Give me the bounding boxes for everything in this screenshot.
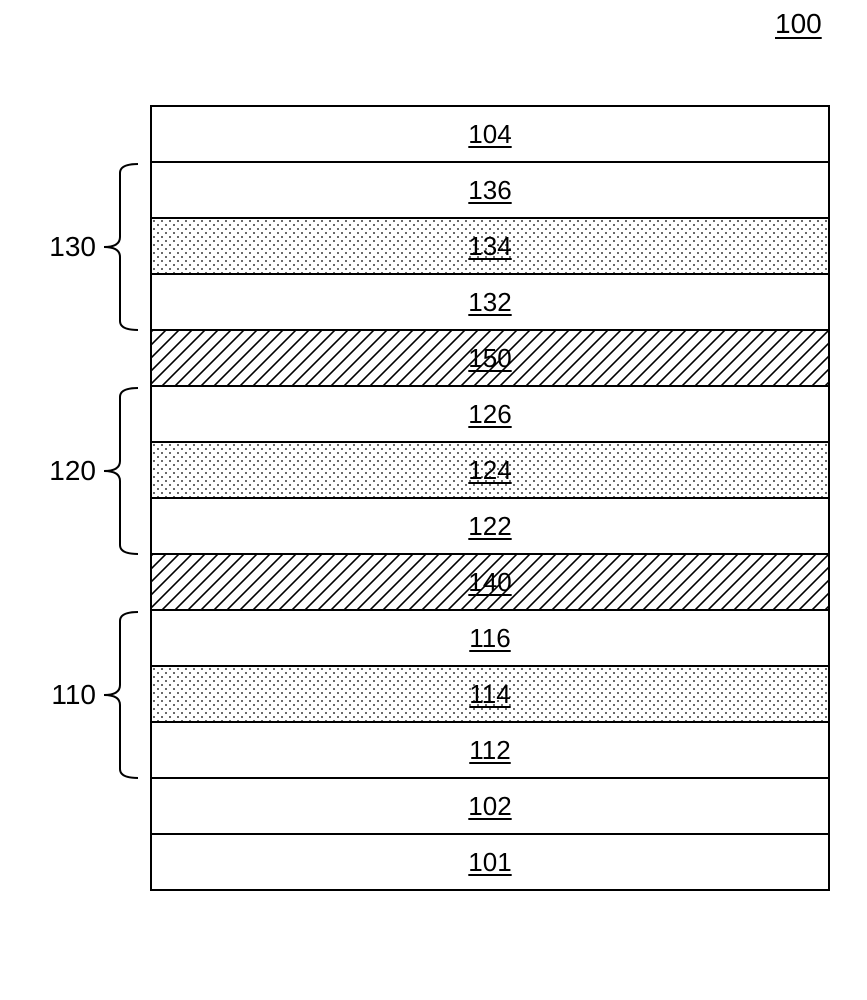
diagram-canvas: 100 104 136 134 132 150 126 124 122 140 116 114 112…	[0, 0, 867, 1000]
layer-label: 122	[468, 511, 511, 542]
layer-140: 140	[150, 555, 830, 611]
layer-132: 132	[150, 275, 830, 331]
layer-124: 124	[150, 443, 830, 499]
layer-101: 101	[150, 835, 830, 891]
layer-label: 112	[469, 735, 510, 766]
bracket-130: 130	[100, 163, 140, 331]
layer-label: 114	[469, 679, 510, 710]
bracket-110: 110	[100, 611, 140, 779]
layer-126: 126	[150, 387, 830, 443]
bracket-label: 110	[51, 679, 100, 711]
layer-114: 114	[150, 667, 830, 723]
layer-label: 132	[468, 287, 511, 318]
layer-label: 136	[468, 175, 511, 206]
layer-116: 116	[150, 611, 830, 667]
figure-number: 100	[775, 8, 822, 40]
layer-label: 140	[468, 567, 511, 598]
bracket-label: 120	[49, 455, 100, 487]
layer-102: 102	[150, 779, 830, 835]
layer-label: 102	[468, 791, 511, 822]
bracket-120: 120	[100, 387, 140, 555]
layer-label: 134	[468, 231, 511, 262]
layer-label: 124	[468, 455, 511, 486]
layer-150: 150	[150, 331, 830, 387]
layer-134: 134	[150, 219, 830, 275]
layer-label: 116	[469, 623, 510, 654]
layer-label: 150	[468, 343, 511, 374]
layer-136: 136	[150, 163, 830, 219]
layer-label: 104	[468, 119, 511, 150]
layer-stack: 104 136 134 132 150 126 124 122 140 116 114 112 102 1…	[150, 105, 830, 891]
layer-104: 104	[150, 107, 830, 163]
bracket-label: 130	[49, 231, 100, 263]
layer-label: 126	[468, 399, 511, 430]
layer-label: 101	[468, 847, 511, 878]
layer-122: 122	[150, 499, 830, 555]
layer-112: 112	[150, 723, 830, 779]
